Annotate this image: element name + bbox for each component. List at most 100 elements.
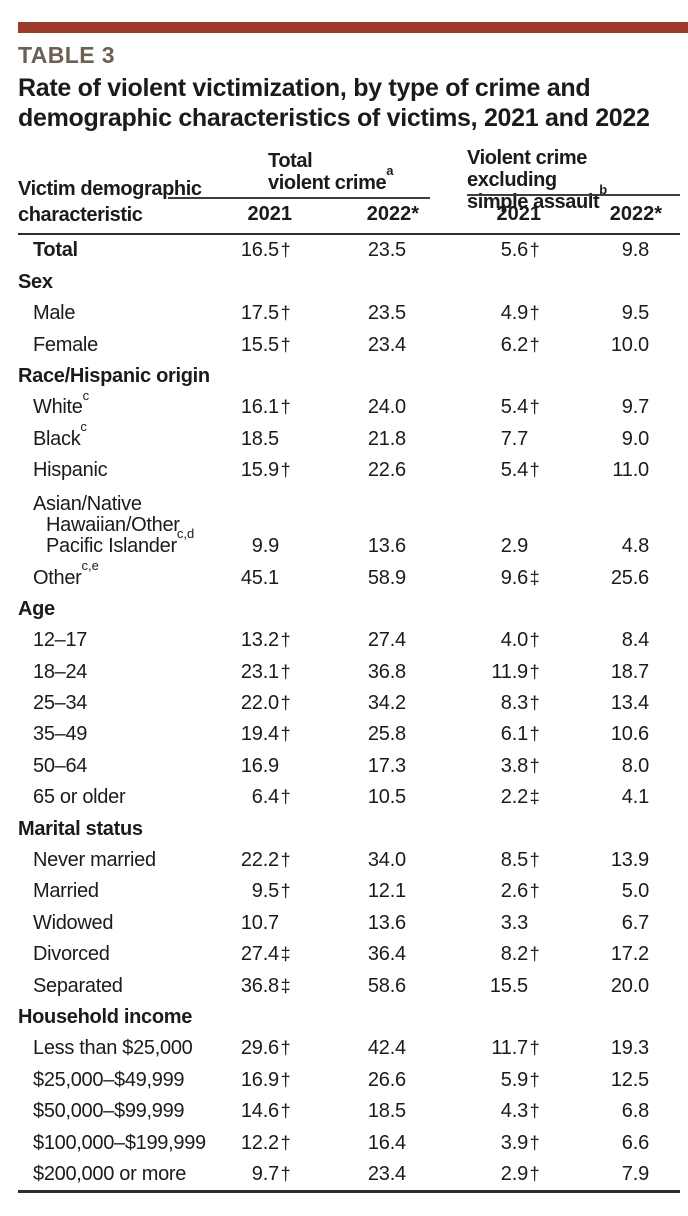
table-row: Female 15.5 † 23.4 6.2 † 10.0 bbox=[18, 329, 680, 360]
value-cell: 8.3 † bbox=[419, 693, 541, 719]
double-dagger-marker: ‡ bbox=[280, 944, 291, 965]
rate-value: 27.4 bbox=[367, 629, 406, 652]
group-a-line2: violent crimea bbox=[268, 163, 394, 194]
rate-value: 36.8 bbox=[367, 660, 406, 683]
rate-value: 17.3 bbox=[367, 754, 406, 777]
dagger-marker: † bbox=[529, 1101, 540, 1122]
accent-bar bbox=[18, 22, 688, 33]
rate-value: 13.6 bbox=[367, 911, 406, 934]
rate-value: 9.7 bbox=[251, 1162, 279, 1185]
value-cell: 2.9 † bbox=[419, 1163, 541, 1190]
footnote-ref: c,e bbox=[81, 557, 99, 573]
row-label: Less than $25,000 bbox=[33, 1037, 193, 1060]
value-cell: 23.1 † bbox=[215, 661, 292, 688]
value-cell: 23.5 bbox=[292, 303, 419, 329]
value-cell: 17.5 † bbox=[215, 303, 292, 329]
dagger-marker: † bbox=[529, 630, 540, 651]
rate-value: 5.4 bbox=[500, 459, 528, 482]
rate-value: 10.0 bbox=[610, 333, 649, 356]
rate-value: 10.6 bbox=[610, 723, 649, 746]
value-cell: 6.6 bbox=[541, 1131, 680, 1159]
table-row: $25,000–$49,999 16.9 † 26.6 5.9 † 12.5 bbox=[18, 1064, 680, 1095]
value-cell: 42.4 bbox=[292, 1038, 419, 1064]
footnote-ref: c bbox=[80, 419, 87, 435]
rate-value: 6.8 bbox=[621, 1100, 649, 1123]
value-cell: 13.6 bbox=[292, 911, 419, 939]
rate-value: 12.2 bbox=[240, 1131, 279, 1154]
row-label: Blackc bbox=[33, 419, 87, 450]
value-cell: 5.6 † bbox=[419, 240, 541, 266]
value-cell: 45.1 bbox=[215, 566, 292, 594]
stub-header-line1: Victim demographic bbox=[18, 178, 202, 200]
double-dagger-marker: ‡ bbox=[280, 975, 291, 996]
value-cell: 12.5 bbox=[541, 1069, 680, 1096]
value-cell: 4.8 bbox=[541, 536, 680, 562]
dagger-marker: † bbox=[529, 661, 540, 682]
dagger-marker: † bbox=[280, 787, 291, 808]
row-label: 65 or older bbox=[33, 786, 126, 809]
value-cell: 8.0 bbox=[541, 755, 680, 782]
rate-value: 15.5 bbox=[240, 333, 279, 356]
value-cell: 6.4 † bbox=[215, 787, 292, 813]
value-cell: 25.8 bbox=[292, 724, 419, 750]
dagger-marker: † bbox=[280, 850, 291, 871]
value-cell: 3.9 † bbox=[419, 1131, 541, 1159]
dagger-marker: † bbox=[280, 334, 291, 355]
table-row: Total 16.5 † 23.5 5.6 † 9.8 bbox=[18, 235, 680, 266]
dagger-marker: † bbox=[280, 1069, 291, 1090]
rate-value: 6.7 bbox=[621, 911, 649, 934]
footnote-ref-a: a bbox=[386, 163, 394, 179]
table-body: Total 16.5 † 23.5 5.6 † 9.8 Sex Male 17.5 † 23.5 4.9… bbox=[18, 235, 680, 1190]
rate-value: 45.1 bbox=[240, 566, 279, 589]
rate-value: 10.7 bbox=[240, 911, 279, 934]
rate-value: 3.9 bbox=[500, 1131, 528, 1154]
rate-value: 13.9 bbox=[610, 849, 649, 872]
value-cell: 22.0 † bbox=[215, 693, 292, 719]
rate-value: 19.4 bbox=[240, 723, 279, 746]
rate-value: 9.7 bbox=[621, 396, 649, 419]
rate-value: 6.6 bbox=[621, 1131, 649, 1154]
value-cell: 58.9 bbox=[292, 567, 419, 594]
value-cell: 15.5 bbox=[419, 975, 541, 1002]
rate-value: 4.0 bbox=[500, 629, 528, 652]
value-cell: 23.5 bbox=[292, 240, 419, 266]
rate-value: 13.2 bbox=[240, 629, 279, 652]
rate-value: 58.6 bbox=[367, 974, 406, 997]
row-label: 12–17 bbox=[33, 629, 88, 652]
value-cell: 36.8 bbox=[292, 660, 419, 688]
value-cell: 8.5 † bbox=[419, 850, 541, 876]
value-cell: 23.4 bbox=[292, 1163, 419, 1190]
section-row: Household income bbox=[18, 1002, 680, 1033]
rate-value: 5.0 bbox=[621, 880, 649, 903]
value-cell: 13.6 bbox=[292, 536, 419, 562]
dagger-marker: † bbox=[280, 630, 291, 651]
row-label: Asian/Native Hawaiian/Other Pacific Island… bbox=[33, 493, 195, 558]
value-cell: 9.8 bbox=[541, 240, 680, 266]
footnote-ref: c,d bbox=[176, 526, 195, 542]
value-cell: 9.5 † bbox=[215, 881, 292, 907]
row-label: Female bbox=[33, 333, 98, 356]
column-group-excl-simple-assault: Violent crime excluding simple assaultb bbox=[467, 147, 680, 213]
value-cell: 4.9 † bbox=[419, 303, 541, 329]
rate-value: 16.9 bbox=[240, 1068, 279, 1091]
dagger-marker: † bbox=[280, 1163, 291, 1184]
dagger-marker: † bbox=[529, 460, 540, 481]
double-dagger-marker: ‡ bbox=[529, 567, 540, 588]
rate-value: 16.1 bbox=[240, 396, 279, 419]
section-row: Age bbox=[18, 594, 680, 625]
value-cell: 8.2 † bbox=[419, 944, 541, 970]
rate-value: 34.0 bbox=[367, 849, 406, 872]
rate-value: 8.2 bbox=[500, 943, 528, 966]
dagger-marker: † bbox=[529, 1069, 540, 1090]
value-cell: 23.4 bbox=[292, 334, 419, 361]
value-cell: 4.0 † bbox=[419, 630, 541, 656]
section-label: Race/Hispanic origin bbox=[18, 364, 210, 387]
stub-header-line2: characteristic bbox=[18, 204, 143, 226]
dagger-marker: † bbox=[529, 755, 540, 776]
table-row: $100,000–$199,999 12.2 † 16.4 3.9 † 6.6 bbox=[18, 1127, 680, 1158]
rate-value: 4.1 bbox=[621, 786, 649, 809]
dagger-marker: † bbox=[529, 850, 540, 871]
rate-value: 11.9 bbox=[491, 660, 528, 683]
value-cell: 9.7 † bbox=[215, 1162, 292, 1190]
rate-value: 18.5 bbox=[240, 427, 279, 450]
